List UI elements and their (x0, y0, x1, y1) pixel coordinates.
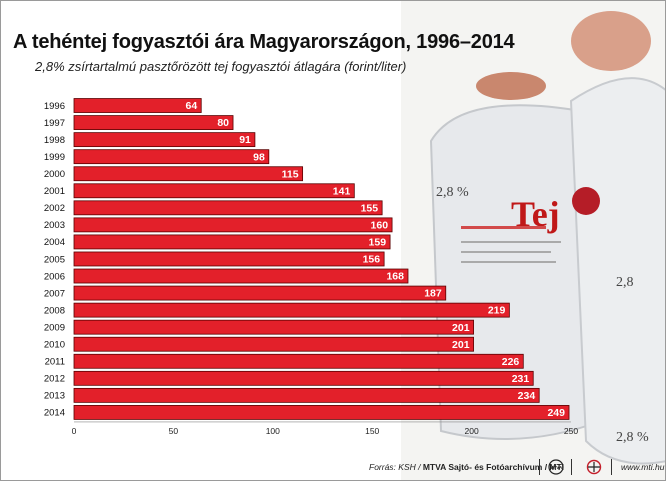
year-label: 1996 (44, 101, 65, 112)
bar (73, 200, 383, 216)
year-label: 2007 (44, 288, 65, 299)
bar-value-label: 226 (502, 356, 520, 368)
year-label: 2006 (44, 271, 65, 282)
svg-text:2,8 %: 2,8 % (616, 430, 649, 445)
bar (73, 268, 409, 284)
x-tick-label: 200 (465, 426, 479, 436)
bar-value-label: 156 (363, 254, 381, 266)
year-label: 2001 (44, 186, 65, 197)
bar-value-label: 91 (239, 134, 251, 146)
bar (73, 319, 474, 335)
mtva-logo-icon: MTVA (548, 459, 564, 475)
year-label: 1998 (44, 135, 65, 146)
bar-value-label: 80 (217, 117, 229, 129)
bar-value-label: 160 (371, 219, 389, 231)
bar (73, 405, 570, 420)
source-prefix: Forrás: KSH / (369, 462, 423, 472)
year-label: 2011 (45, 357, 65, 368)
year-label: 2000 (44, 169, 65, 180)
bar-value-label: 159 (369, 237, 387, 249)
year-label: 1999 (44, 152, 65, 163)
bar (73, 115, 234, 130)
x-tick-label: 0 (72, 426, 77, 436)
year-label: 2014 (44, 408, 65, 419)
svg-text:2,8 %: 2,8 % (436, 185, 469, 200)
year-label: 2009 (44, 322, 65, 333)
bar-value-label: 155 (361, 202, 379, 214)
bar (73, 132, 256, 148)
bar (73, 251, 385, 267)
footer-divider (611, 459, 612, 475)
bar (73, 285, 447, 301)
bar-value-label: 219 (488, 305, 506, 317)
chart-subtitle: 2,8% zsírtartalmú pasztőrözött tej fogya… (35, 59, 407, 74)
x-tick-label: 100 (266, 426, 280, 436)
year-label: 2008 (44, 305, 65, 316)
bar-value-label: 201 (452, 322, 470, 334)
year-label: 2004 (44, 237, 65, 248)
bar (73, 166, 304, 182)
source-credit: Forrás: KSH / MTVA Sajtó- és Fotóarchívu… (369, 462, 564, 472)
bar (73, 217, 393, 233)
source-agency: MTVA Sajtó- és Fotóarchívum / MTI (422, 462, 565, 472)
x-tick-label: 50 (169, 426, 179, 436)
chart-title: A tehéntej fogyasztói ára Magyarországon… (13, 31, 515, 53)
year-label: 2005 (44, 254, 65, 265)
bar (73, 336, 474, 352)
bar-value-label: 187 (424, 288, 442, 300)
bar (73, 353, 524, 369)
bar (73, 370, 534, 386)
mti-logo-icon (586, 459, 602, 475)
year-label: 2010 (44, 340, 65, 351)
bar (73, 387, 540, 403)
year-label: 2013 (44, 391, 65, 402)
bar-value-label: 168 (386, 271, 404, 283)
x-tick-label: 150 (365, 426, 379, 436)
source-footer: Forrás: KSH / MTVA Sajtó- és Fotóarchívu… (331, 459, 665, 477)
footer-divider (571, 459, 572, 475)
bar-value-label: 234 (518, 390, 536, 402)
year-label: 2012 (44, 374, 65, 385)
website-url: www.mti.hu (621, 462, 665, 472)
bar-value-label: 98 (253, 151, 265, 163)
year-label: 1997 (44, 118, 65, 129)
year-label: 2002 (44, 203, 65, 214)
bar-value-label: 231 (512, 373, 530, 385)
bar-value-label: 141 (333, 185, 351, 197)
bar-value-label: 249 (547, 407, 565, 419)
x-tick-label: 250 (564, 426, 578, 436)
bar-value-label: 201 (452, 339, 470, 351)
footer-divider (539, 459, 540, 475)
bar (73, 149, 270, 165)
bar (73, 234, 391, 250)
bar-value-label: 115 (282, 168, 299, 180)
bar-value-label: 64 (186, 100, 198, 112)
mtva-logo-text: MTVA (550, 465, 563, 470)
bar (73, 98, 202, 113)
year-label: 2003 (44, 220, 65, 231)
bar (73, 302, 510, 318)
svg-text:2,8: 2,8 (616, 275, 634, 290)
bar (73, 183, 355, 199)
